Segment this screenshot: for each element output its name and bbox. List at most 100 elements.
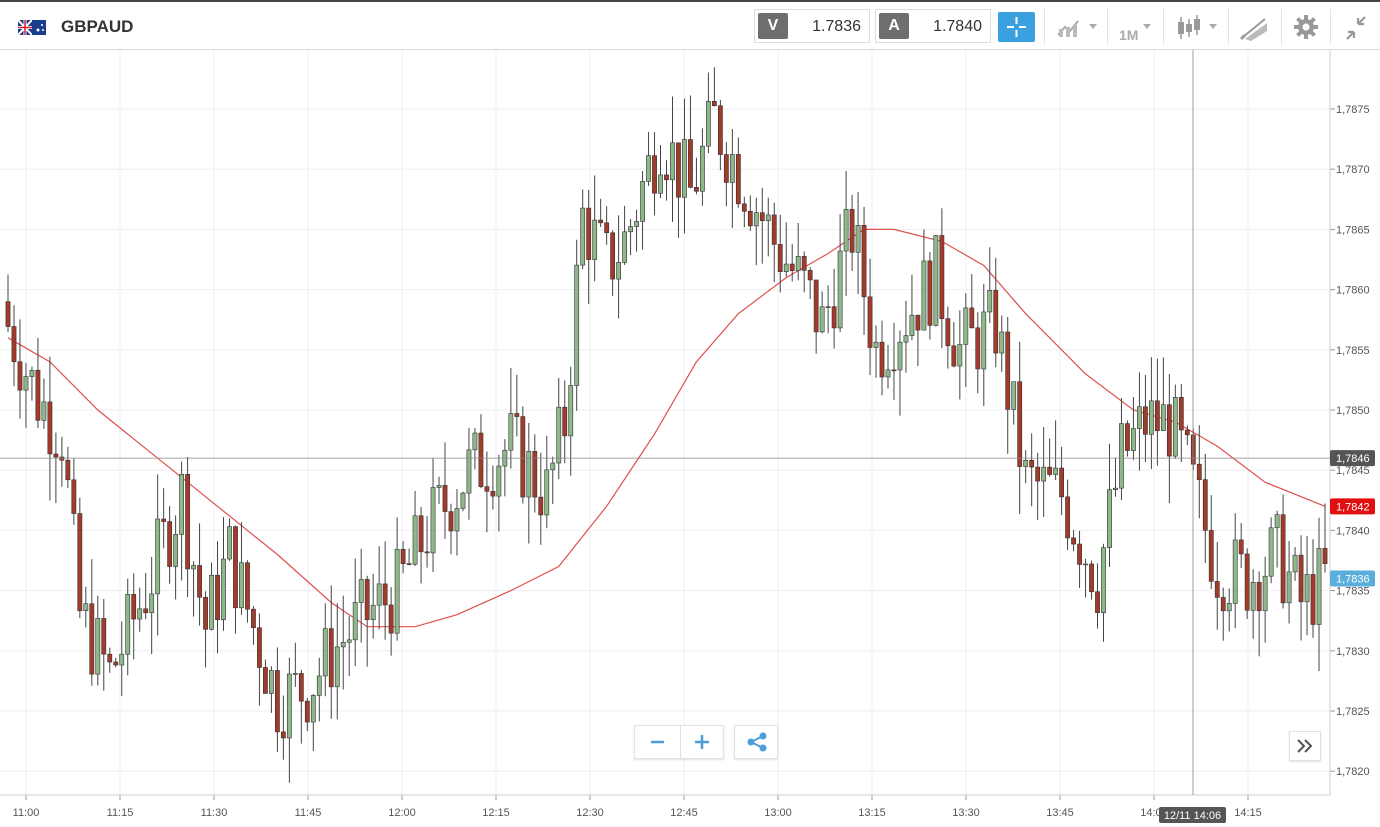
bullish-candle [1250,569,1256,639]
bearish-candle [915,314,921,367]
bearish-candle [1065,479,1070,551]
y-tick-label: 1,7820 [1336,766,1370,778]
bearish-candle [53,432,59,504]
bearish-candle [1184,425,1190,446]
bullish-candle [292,642,298,687]
bullish-candle [729,128,735,228]
bearish-candle [257,613,262,706]
chart-toolbar: GBPAUD V 1.7836 A 1.7840 1M [0,0,1380,50]
bullish-candle [155,474,161,636]
bearish-candle [801,251,807,293]
bearish-candle [951,321,957,368]
bearish-candle [71,458,77,525]
bearish-candle [304,697,310,732]
share-button[interactable] [734,725,778,759]
x-tick-label: 11:45 [295,807,322,819]
bearish-candle [490,465,496,510]
bearish-candle [939,208,945,349]
bullish-candle [1023,450,1029,484]
x-tick-label: 11:15 [107,807,134,819]
chart-type-dropdown[interactable] [1044,9,1107,45]
bullish-candle [646,131,651,186]
buy-price-button[interactable]: A 1.7840 [875,9,991,43]
zoom-in-button[interactable] [680,726,724,758]
bullish-candle [466,427,472,520]
bullish-candle [239,522,244,615]
bearish-candle [610,230,616,297]
bearish-candle [1071,529,1076,552]
scroll-to-latest-button[interactable] [1289,731,1321,761]
bearish-candle [17,319,23,419]
x-tick-label: 13:15 [858,807,886,819]
drawing-tools-button[interactable] [1228,9,1281,45]
bearish-candle [789,243,795,282]
bearish-candle [1125,420,1130,457]
bearish-candle [1029,433,1035,507]
bearish-candle [1244,548,1250,619]
candle-style-dropdown[interactable] [1163,9,1228,45]
bearish-candle [807,267,813,300]
zoom-out-button[interactable] [635,726,681,758]
bearish-candle [1298,535,1304,641]
candlestick-chart[interactable]: 1,78751,78701,78651,78601,78551,78501,78… [0,50,1380,827]
bearish-candle [1214,542,1220,630]
bearish-candle [215,541,220,654]
bullish-candle [921,229,927,331]
candlestick-icon [1178,15,1217,39]
crosshair-button[interactable] [998,12,1035,42]
bullish-candle [125,578,131,676]
bullish-candle [1119,398,1124,501]
bullish-candle [682,98,687,234]
bearish-candle [771,202,777,283]
bullish-candle [1268,517,1274,584]
sell-price-button[interactable]: V 1.7836 [754,9,870,43]
x-tick-label: 13:30 [952,807,980,819]
collapse-button[interactable] [1330,9,1380,45]
bullish-candle [334,603,340,720]
buy-price: 1.7840 [933,18,982,35]
crosshair-time-text: 12/11 14:06 [1164,810,1221,822]
bullish-candle [1101,543,1106,642]
share-icon [747,732,767,752]
bearish-candle [735,137,741,208]
x-tick-label: 12:45 [670,807,698,819]
bearish-candle [598,198,604,227]
timeframe-dropdown[interactable]: 1M [1107,9,1163,45]
bearish-candle [759,187,765,264]
bullish-candle [1286,540,1292,624]
bullish-candle [137,587,143,632]
y-tick-label: 1,7825 [1336,706,1370,718]
bullish-candle [885,344,891,389]
settings-button[interactable] [1281,9,1330,45]
x-tick-label: 12:00 [388,807,416,819]
bullish-candle [41,378,47,429]
bearish-candle [1154,358,1160,466]
bearish-candle [1238,523,1244,569]
bearish-candle [652,132,657,216]
bullish-candle [352,558,358,667]
double-chevron-right-icon [1297,739,1313,753]
y-tick-label: 1,7865 [1336,224,1370,236]
bearish-candle [448,503,454,555]
bullish-candle [550,456,556,504]
bullish-candle [837,214,843,332]
bearish-candle [1280,494,1286,609]
bullish-candle [1274,510,1280,568]
bearish-candle [1005,316,1011,454]
bullish-candle [316,657,322,722]
drawing-tools-icon [1239,18,1267,41]
bearish-candle [747,195,753,231]
x-tick-label: 13:45 [1046,807,1074,819]
bearish-candle [1220,587,1226,641]
bullish-candle [173,515,179,600]
bullish-candle [903,300,909,373]
bullish-candle [1137,372,1142,471]
bearish-candle [586,189,592,305]
bullish-candle [221,517,226,631]
bearish-candle [861,206,867,335]
bullish-candle [508,367,514,469]
bearish-candle [424,516,430,568]
bearish-candle [777,214,783,293]
y-tick-label: 1,7840 [1336,525,1370,537]
bearish-candle [59,436,65,487]
